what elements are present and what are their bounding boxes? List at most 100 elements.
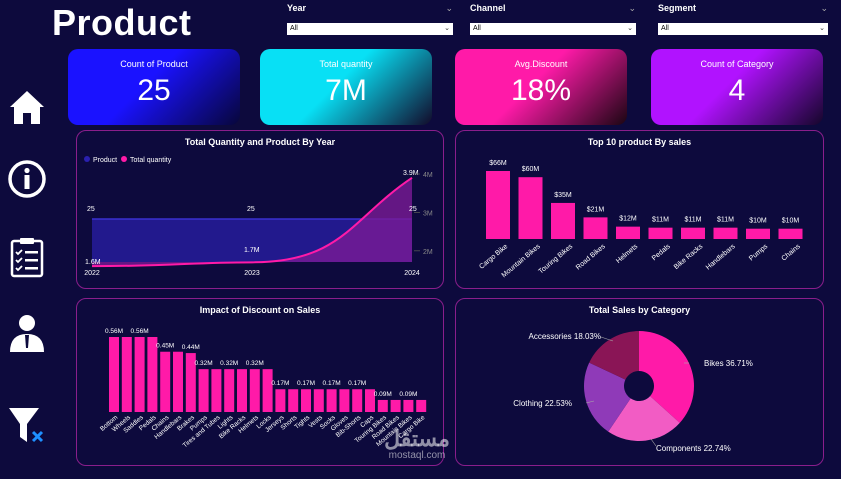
quantity-data-label: 1.7M — [244, 247, 260, 254]
product-data-label: 25 — [409, 206, 417, 213]
x-tick-label: Road Bikes — [575, 243, 607, 272]
bar — [681, 227, 705, 239]
watermark: مستقل mostaql.com — [372, 426, 462, 462]
home-icon[interactable] — [6, 86, 48, 128]
bar — [185, 353, 196, 412]
bar — [275, 389, 286, 412]
bar-data-label: $10M — [749, 218, 767, 225]
x-tick-label: Touring Bikes — [538, 243, 575, 276]
clipboard-icon[interactable] — [6, 236, 48, 278]
watermark-latin: mostaql.com — [388, 450, 446, 461]
x-tick-label: 2023 — [244, 270, 260, 277]
bar — [377, 399, 388, 412]
bar — [173, 351, 183, 412]
sales-by-category-chart: Bikes 36.71% Components 22.74% Clothing 22… — [513, 331, 753, 453]
x-tick-label: Cargo Bike — [478, 243, 509, 271]
y2-tick-label: 4M — [423, 172, 433, 179]
leader-line — [585, 400, 595, 404]
chevron-down-icon[interactable]: ⌄ — [628, 3, 636, 13]
bar-data-label: 0.32M — [246, 360, 264, 367]
x-tick-label: Handlebars — [705, 243, 737, 272]
discount-impact-chart: 0.56MBottomWheels0.56MSaddlesPedals0.45M… — [99, 328, 427, 449]
info-icon[interactable] — [6, 158, 48, 200]
quantity-data-label: 3.9M — [403, 170, 419, 177]
quantity-line — [91, 177, 413, 268]
quantity-area — [92, 177, 412, 267]
donut-slice — [608, 396, 680, 441]
bar — [134, 337, 145, 412]
bar — [778, 228, 803, 239]
bar — [365, 389, 375, 412]
y2-tick-label: 2M — [423, 249, 433, 256]
year-select[interactable]: All ⌄ — [287, 23, 453, 35]
x-tick-label: Pumps — [748, 243, 770, 263]
x-tick-label: 2024 — [404, 270, 420, 277]
bar — [518, 177, 543, 239]
donut-slice — [639, 331, 694, 423]
bar — [211, 369, 222, 412]
segment-filter[interactable]: Segment ⌄ All ⌄ — [658, 3, 828, 35]
channel-filter[interactable]: Channel ⌄ All ⌄ — [470, 3, 636, 35]
kpi-value: 7M — [325, 74, 367, 107]
product-data-label: 25 — [247, 206, 255, 213]
bar-data-label: $11M — [717, 217, 734, 224]
leader-line — [650, 438, 657, 447]
year-filter[interactable]: Year ⌄ All ⌄ — [287, 3, 453, 35]
bar-data-label: 0.17M — [271, 380, 289, 387]
kpi-count-of-category: Count of Category 4 — [651, 49, 823, 125]
slice-label: Accessories 18.03% — [529, 332, 601, 341]
chevron-down-icon[interactable]: ⌄ — [820, 3, 828, 13]
bar-data-label: $60M — [522, 166, 540, 173]
segment-filter-label: Segment — [658, 3, 697, 13]
bar-data-label: $12M — [619, 216, 637, 223]
kpi-label: Count of Product — [120, 59, 188, 69]
legend-marker — [84, 156, 90, 162]
bar-data-label: $10M — [782, 218, 800, 225]
slice-label: Clothing 22.53% — [513, 399, 572, 408]
bar-data-label: 0.44M — [182, 344, 200, 351]
chevron-down-icon[interactable]: ⌄ — [445, 3, 453, 13]
bar — [224, 369, 235, 412]
discount-impact-panel: Impact of Discount on Sales 0.56M Bottom W… — [76, 298, 444, 466]
bar-data-label: 0.09M — [399, 391, 417, 398]
sales-by-category-panel: Total Sales by Category Bikes 36.71% Comp… — [455, 298, 824, 466]
kpi-label: Total quantity — [319, 59, 373, 69]
kpi-total-quantity: Total quantity 7M — [260, 49, 432, 125]
bar-data-label: 0.17M — [348, 380, 366, 387]
channel-select[interactable]: All ⌄ — [470, 23, 636, 35]
bar — [403, 399, 414, 412]
bar-data-label: 0.32M — [195, 360, 213, 367]
bar — [301, 389, 311, 412]
filter-clear-icon[interactable] — [6, 404, 48, 446]
slice-label: Bikes 36.71% — [704, 359, 753, 368]
bar — [390, 399, 401, 412]
bar-data-label: $11M — [652, 217, 669, 224]
legend-label: Product — [93, 157, 117, 164]
channel-filter-label: Channel — [470, 3, 506, 13]
bar — [616, 226, 640, 239]
y2-tick-label: 3M — [423, 210, 433, 217]
x-tick-label: 2022 — [84, 270, 100, 277]
product-data-label: 25 — [87, 206, 95, 213]
quantity-by-year-chart: Product Total quantity 25 25 25 1.6M 1.7M 3.9M 2… — [84, 156, 433, 277]
quantity-by-year-panel: Total Quantity and Product By Year Produ… — [76, 130, 444, 289]
top10-product-panel: Top 10 product By sales $66M Cargo Bike $6… — [455, 130, 824, 289]
watermark-arabic: مستقل — [384, 426, 450, 451]
x-tick-label: Chains — [781, 243, 803, 263]
bar — [147, 337, 158, 412]
x-tick-label: Helmets — [615, 243, 640, 265]
bar — [262, 369, 273, 412]
kpi-avg-discount: Avg.Discount 18% — [455, 49, 627, 125]
kpi-count-of-product: Count of Product 25 — [68, 49, 240, 125]
bar — [109, 337, 119, 412]
kpi-label: Count of Category — [700, 59, 774, 69]
bar — [713, 227, 738, 239]
bar-data-label: $35M — [554, 192, 572, 199]
x-tick-label: Bike Racks — [673, 243, 705, 271]
kpi-value: 18% — [510, 74, 572, 107]
bar-data-label: $66M — [489, 160, 507, 167]
user-icon[interactable] — [6, 312, 48, 354]
bar — [313, 389, 324, 412]
segment-select[interactable]: All ⌄ — [658, 23, 828, 35]
